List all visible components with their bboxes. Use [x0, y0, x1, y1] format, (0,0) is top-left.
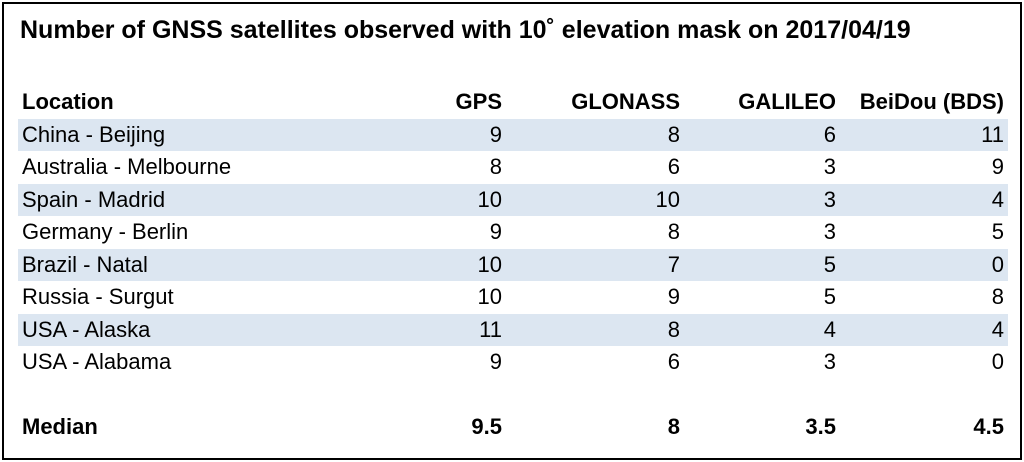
- cell-beidou: 8: [991, 284, 1004, 309]
- cell-beidou: 9: [991, 154, 1004, 179]
- cell-galileo: 6: [684, 118, 840, 151]
- cell-glonass: 8: [667, 219, 680, 244]
- cell-galileo: 5: [684, 248, 840, 281]
- cell-galileo: 3: [684, 183, 840, 216]
- cell-beidou: 11: [840, 118, 1008, 151]
- median-beidou: 4.5: [973, 414, 1004, 439]
- table-row: Brazil - Natal 10 7 5 0: [18, 248, 1008, 281]
- cell-galileo: 4: [684, 313, 840, 346]
- median-row: Median 9.5 8 3.5 4.5: [18, 411, 1008, 444]
- median-gps: 9.5: [471, 414, 502, 439]
- table-row: Australia - Melbourne 8 6 3 9: [18, 151, 1008, 184]
- cell-glonass: 6: [667, 154, 680, 179]
- cell-location: Australia - Melbourne: [22, 154, 232, 179]
- cell-galileo: 5: [823, 284, 836, 309]
- cell-galileo: 3: [823, 154, 836, 179]
- cell-glonass: 6: [667, 349, 680, 374]
- cell-glonass: 8: [506, 118, 684, 151]
- header-beidou: BeiDou (BDS): [859, 89, 1004, 114]
- cell-location: USA - Alabama: [22, 349, 172, 374]
- cell-gps: 9: [489, 349, 502, 374]
- cell-galileo: 3: [823, 219, 836, 244]
- cell-glonass: 8: [506, 313, 684, 346]
- cell-gps: 8: [489, 154, 502, 179]
- cell-glonass: 10: [506, 183, 684, 216]
- cell-location: USA - Alaska: [18, 313, 388, 346]
- cell-location: China - Beijing: [18, 118, 388, 151]
- median-glonass: 8: [667, 414, 680, 439]
- page-title: Number of GNSS satellites observed with …: [20, 16, 911, 44]
- header-row: Location GPS GLONASS GALILEO BeiDou (BDS…: [18, 86, 1008, 119]
- cell-gps: 11: [388, 313, 506, 346]
- table-row: Spain - Madrid 10 10 3 4: [18, 183, 1008, 216]
- table-row: USA - Alabama 9 6 3 0: [18, 346, 1008, 379]
- table-row: Germany - Berlin 9 8 3 5: [18, 216, 1008, 249]
- cell-beidou: 5: [991, 219, 1004, 244]
- median-label: Median: [22, 414, 98, 439]
- cell-gps: 9: [388, 118, 506, 151]
- spacer-row: [18, 379, 1008, 412]
- cell-location: Brazil - Natal: [18, 248, 388, 281]
- table-row: China - Beijing 9 8 6 11: [18, 118, 1008, 151]
- cell-location: Spain - Madrid: [18, 183, 388, 216]
- cell-beidou: 4: [840, 183, 1008, 216]
- cell-location: Russia - Surgut: [22, 284, 174, 309]
- cell-beidou: 0: [991, 349, 1004, 374]
- cell-galileo: 3: [823, 349, 836, 374]
- cell-beidou: 4: [840, 313, 1008, 346]
- header-galileo: GALILEO: [738, 89, 836, 114]
- cell-glonass: 7: [506, 248, 684, 281]
- cell-gps: 10: [388, 248, 506, 281]
- header-location: Location: [22, 89, 114, 114]
- cell-location: Germany - Berlin: [22, 219, 189, 244]
- header-gps: GPS: [455, 89, 502, 114]
- cell-gps: 10: [388, 183, 506, 216]
- satellite-table: Location GPS GLONASS GALILEO BeiDou (BDS…: [18, 86, 1008, 444]
- table-row: Russia - Surgut 10 9 5 8: [18, 281, 1008, 314]
- cell-glonass: 9: [667, 284, 680, 309]
- cell-gps: 10: [477, 284, 502, 309]
- cell-beidou: 0: [840, 248, 1008, 281]
- header-glonass: GLONASS: [571, 89, 680, 114]
- median-galileo: 3.5: [805, 414, 836, 439]
- table-row: USA - Alaska 11 8 4 4: [18, 313, 1008, 346]
- cell-gps: 9: [489, 219, 502, 244]
